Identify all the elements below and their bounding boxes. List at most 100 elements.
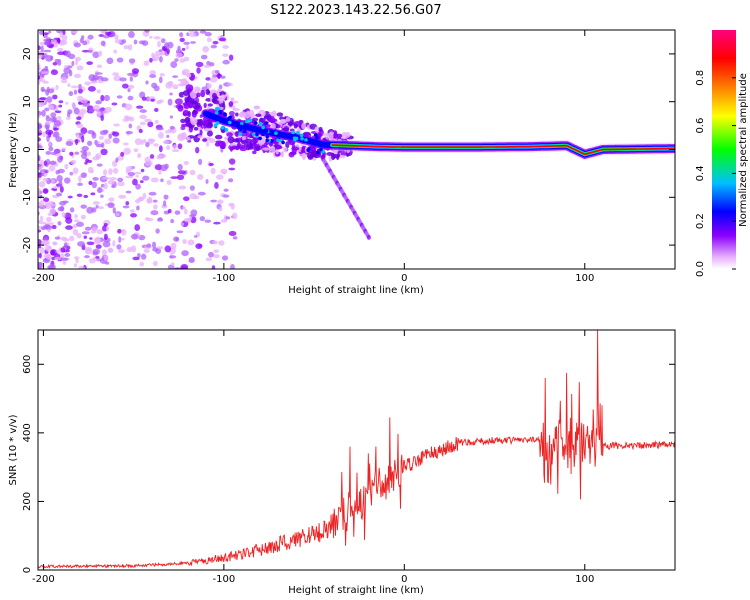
signal-speck [296,131,300,135]
noise-blob [38,191,41,198]
noise-blob [125,190,132,194]
noise-blob [44,121,52,125]
signal-speck [223,112,227,117]
noise-blob [103,255,109,262]
signal-speck [274,131,278,135]
signal-blob [269,146,276,152]
noise-blob [205,257,212,262]
snr-frame [37,329,676,571]
noise-blob [115,157,119,163]
signal-blob [235,133,239,138]
noise-blob [108,133,113,140]
noise-blob [42,34,48,39]
noise-blob [119,77,127,82]
noise-blob [54,148,61,154]
noise-blob [174,210,181,215]
y-tick-label: 10 [22,95,33,108]
noise-blob [142,175,150,181]
noise-blob [90,80,98,84]
signal-speck [258,136,262,141]
noise-blob [94,139,98,146]
noise-blob [230,263,235,269]
noise-blob [79,108,87,115]
noise-blob [140,168,145,173]
noise-blob [63,177,71,184]
snr-ticks: -200 -100 0 100 0 200 400 600 [22,330,675,585]
noise-blob [169,115,174,119]
noise-blob [57,221,62,226]
noise-blob [117,181,125,187]
signal-blob [287,122,294,126]
noise-blob [75,257,79,264]
signal-blob [336,133,343,139]
noise-blob [73,89,78,95]
signal-blob [247,142,254,150]
noise-blob [38,137,41,142]
noise-blob [38,75,41,80]
signal-blob [281,127,290,131]
noise-blob [159,51,165,56]
noise-blob [81,231,90,235]
noise-blob [102,240,111,248]
signal-blob [282,146,288,153]
noise-blob [121,83,129,89]
noise-blob [209,76,218,83]
noise-blob [215,174,224,180]
noise-blob [84,81,91,86]
noise-blob [84,161,88,165]
noise-blob [143,60,150,66]
noise-blob [223,188,229,192]
noise-blob [175,52,183,59]
signal-speck [261,125,265,130]
noise-blob [158,145,163,153]
noise-blob [199,216,206,222]
noise-blob [102,169,108,176]
noise-blob [80,204,87,209]
noise-blob [112,207,117,214]
noise-blob [97,50,103,57]
spectrogram-marks [38,30,675,269]
noise-blob [128,118,135,122]
noise-blob [190,41,196,44]
noise-blob [38,265,42,269]
noise-blob [38,132,43,136]
signal-blob [276,145,283,150]
noise-blob [228,230,237,237]
noise-blob [39,200,45,207]
noise-blob [163,194,169,200]
figure-title: S122.2023.143.22.56.G07 [270,3,441,18]
noise-blob [218,84,223,90]
noise-blob [81,146,89,152]
noise-blob [177,143,183,150]
noise-blob [83,194,89,199]
noise-blob [214,182,219,189]
noise-blob [91,227,98,232]
noise-blob [167,80,174,87]
noise-blob [122,205,130,209]
noise-blob [83,235,88,239]
noise-blob [121,229,127,236]
x-tick-label: -200 [32,273,55,284]
noise-blob [38,52,43,59]
noise-blob [181,250,189,257]
noise-blob [124,103,133,111]
signal-blob [226,132,233,137]
noise-blob [206,37,212,43]
noise-blob [143,139,147,144]
noise-blob [181,206,187,210]
noise-blob [45,150,52,155]
noise-blob [185,44,189,50]
noise-blob [73,219,80,223]
noise-blob [154,119,159,124]
noise-blob [40,86,45,92]
noise-blob [129,76,134,82]
noise-blob [146,198,153,204]
noise-blob [189,214,197,217]
signal-blob [186,73,192,78]
noise-blob [153,143,159,147]
snr-y-axis-label: SNR (10 * v/v) [8,414,19,485]
signal-blob [200,89,206,98]
noise-blob [71,60,75,67]
noise-blob [205,141,210,147]
